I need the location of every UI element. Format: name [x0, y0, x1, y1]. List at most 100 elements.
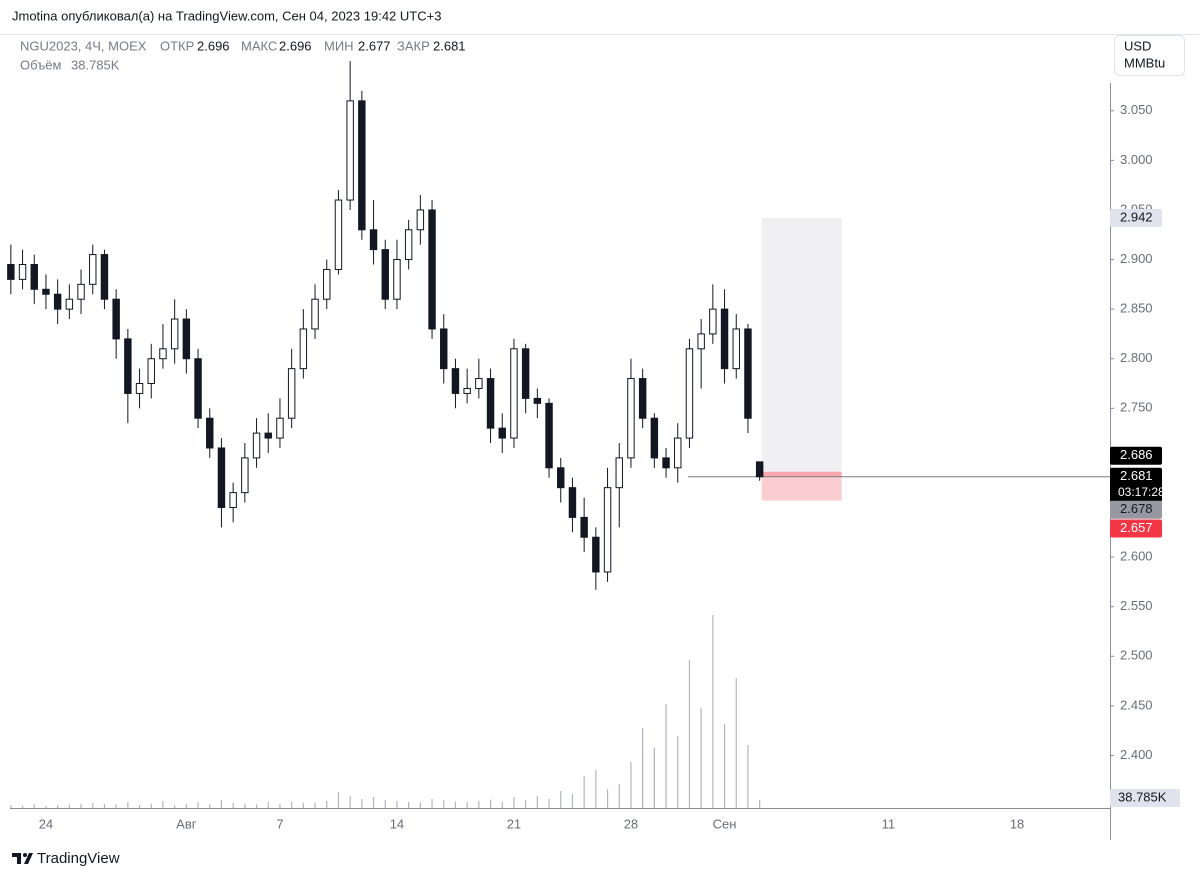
x-tick-label: 21	[507, 816, 521, 831]
level-label: 2.678	[1120, 501, 1153, 516]
candle-body	[498, 427, 506, 439]
candle-body	[475, 378, 483, 389]
volume-bar	[759, 800, 761, 808]
candle-body	[404, 229, 413, 261]
volume-bar	[747, 745, 749, 808]
volume-bar	[396, 801, 398, 808]
candle-body	[194, 358, 202, 419]
volume-bar	[700, 708, 702, 808]
candle-body	[276, 417, 284, 439]
volume-bar	[92, 803, 94, 808]
candle-body	[568, 487, 577, 518]
volume-bar	[677, 736, 679, 808]
volume-bar	[80, 803, 82, 808]
volume-bar	[513, 797, 515, 808]
volume-bar	[209, 804, 211, 808]
volume-bar	[244, 803, 246, 808]
logo-shape	[12, 853, 33, 864]
entry-label: 2.686	[1120, 447, 1153, 462]
close-label-bg	[1110, 467, 1162, 502]
y-tick-label: 2.800	[1120, 350, 1153, 365]
stop-label-bg	[1110, 519, 1162, 538]
volume-bar	[21, 805, 24, 808]
y-tick-label: 2.550	[1120, 598, 1153, 613]
candle-body	[533, 397, 542, 404]
candle-body	[732, 328, 740, 370]
candle-body	[521, 348, 530, 399]
x-tick-label: 7	[276, 816, 283, 831]
volume-label-bg	[1110, 789, 1180, 807]
candle-body	[206, 417, 214, 449]
legend-low-label: МИН	[324, 38, 354, 53]
candle-body	[147, 358, 155, 385]
x-tick-label: 11	[882, 816, 896, 831]
candle-body	[709, 308, 717, 335]
candle-body	[650, 417, 659, 459]
volume-bar	[291, 801, 293, 808]
legend-close-value: 2.681	[433, 38, 466, 53]
candle-body	[299, 328, 308, 370]
unit-button[interactable]	[1114, 35, 1185, 76]
candle-body	[42, 288, 50, 295]
candle-body	[264, 432, 272, 439]
candle-body	[112, 298, 120, 340]
x-tick-label: 24	[39, 816, 53, 831]
candle-body	[697, 333, 705, 350]
volume-bar	[571, 794, 574, 808]
y-tick-label: 2.750	[1120, 400, 1153, 415]
volume-bar	[723, 724, 726, 808]
candle-body	[416, 209, 425, 231]
volume-bar	[45, 806, 47, 808]
volume-bar	[560, 791, 562, 808]
candle-body	[592, 536, 600, 573]
candle-body	[755, 461, 764, 478]
volume-bar	[326, 801, 328, 808]
legend-open-value: 2.696	[197, 38, 230, 53]
volume-bar	[232, 803, 234, 808]
candle-body	[580, 516, 588, 538]
volume-bar	[220, 800, 223, 808]
candle-body	[428, 209, 436, 330]
volume-bar	[384, 800, 386, 808]
candle-body	[53, 293, 62, 310]
close-label: 2.681	[1120, 468, 1153, 483]
volume-bar	[185, 804, 187, 808]
candle-body	[77, 283, 85, 300]
volume-bar	[103, 804, 106, 808]
volume-bar	[197, 802, 199, 808]
volume-bar	[33, 804, 35, 808]
legend-symbol: NGU2023, 4Ч, MOEX	[20, 38, 147, 53]
volume-bar	[606, 789, 609, 808]
legend-close-label: ЗАКР	[397, 38, 430, 53]
volume-bar	[525, 800, 527, 808]
brand-text: TradingView	[37, 850, 120, 867]
legend-volume-value: 38.785K	[71, 57, 120, 72]
volume-bar	[536, 796, 538, 808]
y-tick-label: 2.900	[1120, 251, 1153, 266]
entry-label-bg	[1110, 446, 1162, 465]
candle-body	[323, 268, 331, 300]
volume-bar	[349, 796, 351, 808]
logo-dot	[23, 853, 27, 857]
volume-bar	[653, 748, 655, 808]
candle-body	[252, 432, 261, 459]
candles	[7, 61, 764, 590]
y-tick-label: 2.400	[1120, 747, 1153, 762]
y-tick-label: 2.450	[1120, 697, 1153, 712]
stop-label: 2.657	[1120, 520, 1153, 535]
volume-bar	[115, 804, 117, 808]
candle-body	[662, 457, 670, 469]
x-tick-label: 28	[624, 816, 638, 831]
volume-bar	[174, 805, 176, 808]
candle-body	[346, 100, 354, 201]
candle-body	[744, 328, 752, 419]
volume-bars	[10, 615, 761, 808]
volume-label: 38.785K	[1118, 789, 1167, 804]
volume-bar	[162, 801, 164, 808]
volume-bar	[314, 802, 316, 808]
volume-bar	[372, 797, 375, 808]
volume-bar	[302, 802, 304, 808]
candle-body	[440, 328, 448, 370]
